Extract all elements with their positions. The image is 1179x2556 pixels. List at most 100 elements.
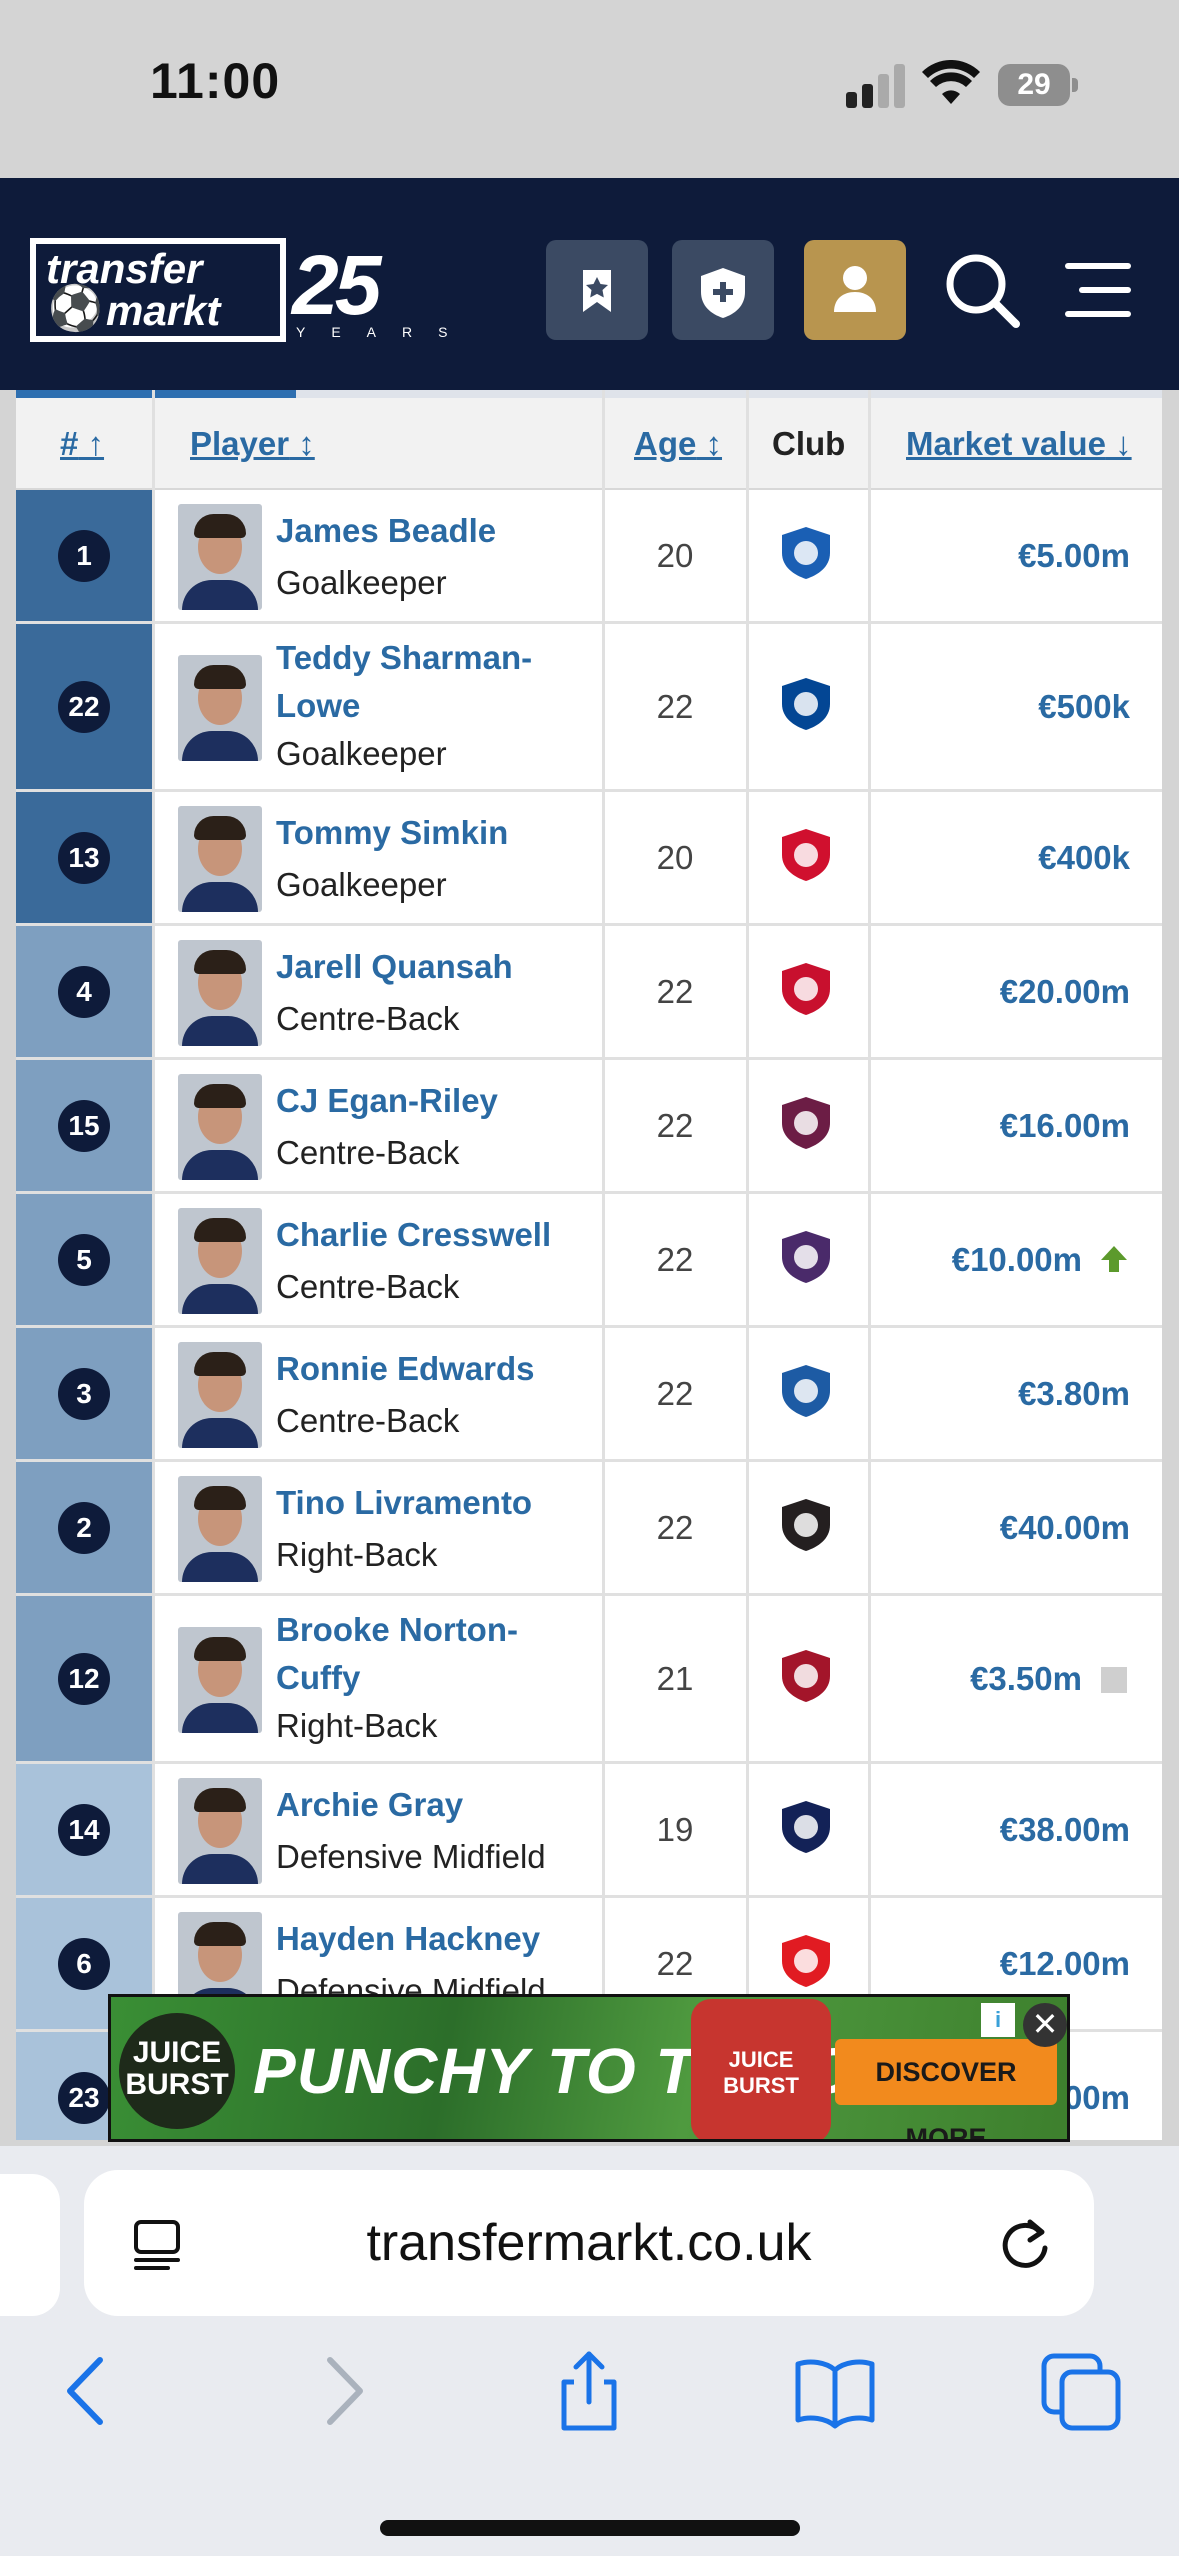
- menu-icon[interactable]: [1048, 240, 1148, 340]
- header-market-value-label: Market value: [906, 425, 1106, 462]
- newcastle-crest-icon[interactable]: [776, 1495, 836, 1555]
- header-age-label: Age: [634, 425, 697, 462]
- player-name: Jarell Quansah: [276, 948, 513, 985]
- shirt-number-cell: 2: [16, 1462, 152, 1593]
- table-row[interactable]: 2 Tino Livramento Right-Back 22 €40.00m: [16, 1462, 1162, 1596]
- market-value[interactable]: €400k: [1038, 839, 1130, 876]
- shirt-number: 14: [58, 1803, 110, 1856]
- wifi-icon: [922, 60, 980, 104]
- toulouse-crest-icon[interactable]: [776, 1227, 836, 1287]
- transfermarkt-logo[interactable]: transfer ⚽ markt: [30, 238, 286, 342]
- player-photo[interactable]: [178, 1074, 262, 1180]
- player-name-link[interactable]: James Beadle: [276, 507, 606, 555]
- market-value[interactable]: €10.00m: [951, 1241, 1082, 1278]
- tottenham-crest-icon[interactable]: [776, 1797, 836, 1857]
- player-photo[interactable]: [178, 806, 262, 912]
- battery-icon: 29: [998, 64, 1078, 106]
- table-row[interactable]: 13 Tommy Simkin Goalkeeper 20 €400k: [16, 792, 1162, 926]
- ad-banner[interactable]: JUICE BURST PUNCHY TO THE CORE JUICE BUR…: [108, 1994, 1070, 2142]
- player-name: James Beadle: [276, 512, 497, 549]
- status-bar: 11:00 29: [0, 0, 1179, 178]
- table-row[interactable]: 4 Jarell Quansah Centre-Back 22 €20.00m: [16, 926, 1162, 1060]
- genoa-crest-icon[interactable]: [776, 1646, 836, 1706]
- market-value[interactable]: €20.00m: [999, 973, 1130, 1010]
- ad-discover-more-button[interactable]: DISCOVER MORE: [835, 2039, 1057, 2139]
- shirt-number: 15: [58, 1099, 110, 1152]
- player-photo[interactable]: [178, 1778, 262, 1884]
- market-value[interactable]: €12.00m: [999, 1945, 1130, 1982]
- my-club-button[interactable]: [672, 240, 774, 340]
- player-photo[interactable]: [178, 1342, 262, 1448]
- liverpool-crest-icon[interactable]: [776, 959, 836, 1019]
- market-value[interactable]: €40.00m: [999, 1509, 1130, 1546]
- player-name-link[interactable]: Archie Gray: [276, 1781, 606, 1829]
- player-position: Centre-Back: [276, 1000, 460, 1037]
- player-name-link[interactable]: CJ Egan-Riley: [276, 1077, 606, 1125]
- player-name-link[interactable]: Jarell Quansah: [276, 943, 606, 991]
- player-photo[interactable]: [178, 504, 262, 610]
- market-value[interactable]: €500k: [1038, 688, 1130, 725]
- player-photo[interactable]: [178, 1476, 262, 1582]
- chelsea-crest-icon[interactable]: [776, 674, 836, 734]
- market-value[interactable]: €16.00m: [999, 1107, 1130, 1144]
- bookmark-button[interactable]: [546, 240, 648, 340]
- sort-player-header[interactable]: Player ↕: [190, 425, 315, 462]
- player-name-link[interactable]: Brooke Norton- Cuffy: [276, 1606, 606, 1702]
- ad-product-pack: JUICE BURST: [691, 1999, 831, 2139]
- player-photo[interactable]: [178, 940, 262, 1046]
- player-name-link[interactable]: Charlie Cresswell: [276, 1211, 606, 1259]
- market-value[interactable]: €5.00m: [1018, 537, 1130, 574]
- sort-age-header[interactable]: Age ↕: [634, 425, 723, 462]
- ad-info-icon[interactable]: i: [981, 2003, 1015, 2037]
- player-photo[interactable]: [178, 655, 262, 761]
- player-name: Tino Livramento: [276, 1484, 533, 1521]
- player-name-link[interactable]: Teddy Sharman- Lowe: [276, 634, 606, 730]
- tabs-icon[interactable]: [1036, 2346, 1126, 2436]
- table-row[interactable]: 15 CJ Egan-Riley Centre-Back 22 €16.00m: [16, 1060, 1162, 1194]
- table-row[interactable]: 1 James Beadle Goalkeeper 20 €5.00m: [16, 490, 1162, 624]
- player-photo[interactable]: [178, 1208, 262, 1314]
- player-name-link[interactable]: Ronnie Edwards: [276, 1345, 606, 1393]
- page-menu-icon[interactable]: [128, 2214, 188, 2274]
- table-row[interactable]: 14 Archie Gray Defensive Midfield 19 €38.00m: [16, 1764, 1162, 1898]
- previous-tab-peek[interactable]: [0, 2174, 60, 2316]
- ad-close-button[interactable]: ✕: [1023, 2003, 1067, 2047]
- table-row[interactable]: 22 Teddy Sharman- Lowe Goalkeeper 22 €500k: [16, 624, 1162, 792]
- reload-icon[interactable]: [994, 2214, 1056, 2276]
- table-tab-strip: [16, 390, 1162, 398]
- sort-market-value-header[interactable]: Market value ↓: [906, 425, 1132, 462]
- player-name: Archie Gray: [276, 1786, 464, 1823]
- browser-toolbar: transfermarkt.co.uk: [0, 2146, 1179, 2556]
- player-age: 22: [656, 1241, 694, 1278]
- status-time: 11:00: [150, 53, 281, 109]
- table-row[interactable]: 12 Brooke Norton- Cuffy Right-Back 21 €3.50m: [16, 1596, 1162, 1764]
- sort-number-header[interactable]: # ↑: [60, 425, 105, 462]
- player-name-link[interactable]: Hayden Hackney: [276, 1915, 606, 1963]
- burnley-crest-icon[interactable]: [776, 1093, 836, 1153]
- player-name: Ronnie Edwards: [276, 1350, 535, 1387]
- address-bar[interactable]: transfermarkt.co.uk: [84, 2170, 1094, 2316]
- player-age: 22: [656, 1107, 694, 1144]
- market-value[interactable]: €3.50m: [970, 1660, 1082, 1697]
- back-icon[interactable]: [44, 2346, 134, 2436]
- search-icon[interactable]: [932, 240, 1032, 340]
- shirt-number: 23: [58, 2071, 110, 2124]
- table-row[interactable]: 3 Ronnie Edwards Centre-Back 22 €3.80m: [16, 1328, 1162, 1462]
- shirt-number-cell: 12: [16, 1596, 152, 1761]
- forward-icon[interactable]: [296, 2346, 386, 2436]
- middlesbrough-crest-icon[interactable]: [776, 1931, 836, 1991]
- player-name-link[interactable]: Tommy Simkin: [276, 809, 606, 857]
- stoke-crest-icon[interactable]: [776, 825, 836, 885]
- account-button[interactable]: [804, 240, 906, 340]
- share-icon[interactable]: [544, 2346, 634, 2436]
- player-photo[interactable]: [178, 1627, 262, 1733]
- brighton-crest-icon[interactable]: [776, 523, 836, 583]
- qpr-crest-icon[interactable]: [776, 1361, 836, 1421]
- shirt-number-cell: 4: [16, 926, 152, 1057]
- player-name-link[interactable]: Tino Livramento: [276, 1479, 606, 1527]
- market-value[interactable]: €3.80m: [1018, 1375, 1130, 1412]
- market-value[interactable]: €38.00m: [999, 1811, 1130, 1848]
- bookmarks-icon[interactable]: [790, 2346, 880, 2436]
- market-value[interactable]: 00m: [1063, 2079, 1130, 2116]
- table-row[interactable]: 5 Charlie Cresswell Centre-Back 22 €10.00m: [16, 1194, 1162, 1328]
